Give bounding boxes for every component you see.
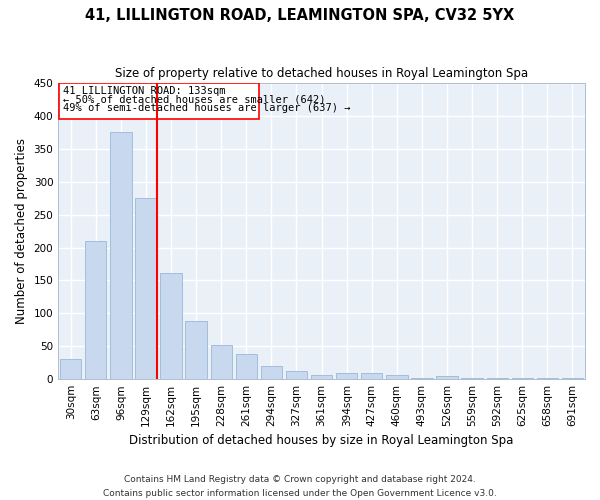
Bar — [185, 322, 207, 379]
Text: 49% of semi-detached houses are larger (637) →: 49% of semi-detached houses are larger (… — [63, 104, 350, 114]
X-axis label: Distribution of detached houses by size in Royal Leamington Spa: Distribution of detached houses by size … — [130, 434, 514, 448]
Text: 41, LILLINGTON ROAD, LEAMINGTON SPA, CV32 5YX: 41, LILLINGTON ROAD, LEAMINGTON SPA, CV3… — [85, 8, 515, 22]
Bar — [512, 378, 533, 379]
Bar — [311, 375, 332, 379]
FancyBboxPatch shape — [59, 83, 259, 119]
Bar — [336, 372, 358, 379]
Bar — [487, 378, 508, 379]
Bar — [361, 372, 382, 379]
Title: Size of property relative to detached houses in Royal Leamington Spa: Size of property relative to detached ho… — [115, 68, 528, 80]
Bar — [537, 378, 558, 379]
Bar — [286, 372, 307, 379]
Bar — [461, 378, 483, 379]
Bar — [60, 360, 82, 379]
Bar — [562, 378, 583, 379]
Bar — [436, 376, 458, 379]
Bar — [261, 366, 282, 379]
Text: ← 50% of detached houses are smaller (642): ← 50% of detached houses are smaller (64… — [63, 95, 326, 105]
Text: Contains HM Land Registry data © Crown copyright and database right 2024.
Contai: Contains HM Land Registry data © Crown c… — [103, 476, 497, 498]
Bar — [85, 241, 106, 379]
Bar — [110, 132, 131, 379]
Bar — [411, 378, 433, 379]
Y-axis label: Number of detached properties: Number of detached properties — [15, 138, 28, 324]
Bar — [136, 198, 157, 379]
Bar — [386, 375, 407, 379]
Bar — [211, 345, 232, 379]
Text: 41 LILLINGTON ROAD: 133sqm: 41 LILLINGTON ROAD: 133sqm — [63, 86, 226, 97]
Bar — [160, 272, 182, 379]
Bar — [236, 354, 257, 379]
